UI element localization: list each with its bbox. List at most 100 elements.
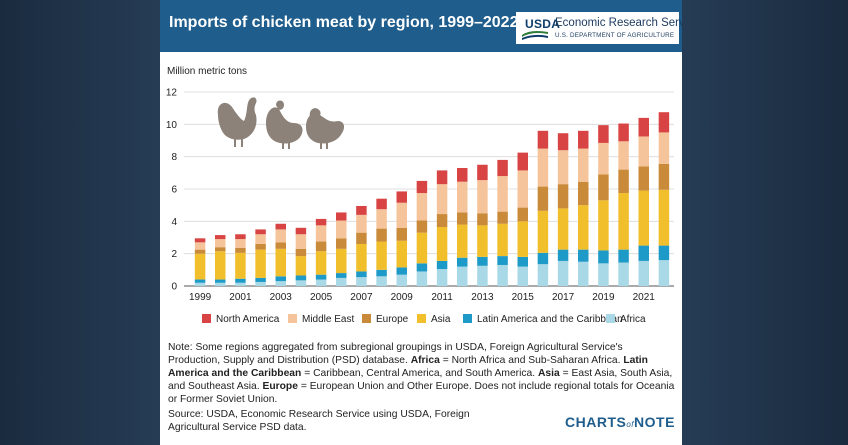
bar-segment bbox=[396, 191, 407, 203]
bar-segment bbox=[658, 260, 670, 286]
legend-swatch bbox=[606, 314, 615, 323]
bar-segment bbox=[457, 181, 468, 213]
bar-segment bbox=[295, 227, 307, 235]
bar-segment bbox=[517, 221, 528, 257]
stacked-bar-chart: 0 2 4 6 8 10 12 1999 2001 2003 2005 2007 2009 2011 201… bbox=[166, 88, 674, 325]
x-tick-label: 1999 bbox=[189, 292, 212, 303]
y-tick-label: 12 bbox=[166, 88, 178, 99]
bar-segment bbox=[578, 261, 589, 286]
bar-segment bbox=[497, 256, 508, 265]
bar-segment bbox=[396, 227, 407, 241]
bar-segment bbox=[436, 269, 448, 286]
bar-segment bbox=[235, 248, 246, 253]
bar-segment bbox=[638, 190, 649, 246]
bar-segment bbox=[275, 229, 286, 243]
usda-hills-icon bbox=[522, 31, 548, 40]
bar-segment bbox=[497, 264, 508, 286]
bar-segment bbox=[235, 252, 246, 279]
x-tick-label: 2007 bbox=[350, 292, 373, 303]
bar-segment bbox=[517, 266, 528, 286]
bar-segment bbox=[618, 193, 629, 250]
legend-swatch bbox=[288, 314, 297, 323]
x-tick-label: 2005 bbox=[310, 292, 333, 303]
bar-segment bbox=[537, 252, 549, 265]
bar-segment bbox=[396, 267, 407, 275]
bar-segment bbox=[194, 242, 206, 250]
bar-segment bbox=[638, 245, 649, 261]
bar-segment bbox=[638, 166, 649, 191]
bar-segment bbox=[356, 214, 367, 233]
bar-segment bbox=[638, 136, 649, 167]
legend-label: North America bbox=[216, 314, 280, 325]
legend-label: Africa bbox=[620, 314, 646, 325]
bar-segment bbox=[315, 218, 327, 226]
bar-segment bbox=[618, 123, 629, 142]
legend-swatch bbox=[463, 314, 472, 323]
bar-segment bbox=[194, 238, 206, 243]
bar-segment bbox=[618, 169, 629, 194]
bar-segment bbox=[457, 212, 468, 225]
chart-title: Imports of chicken meat by region, 1999–… bbox=[169, 14, 519, 31]
y-axis-label: Million metric tons bbox=[167, 66, 248, 77]
bar-segment bbox=[457, 167, 468, 182]
bar-segment bbox=[638, 260, 649, 286]
bar-segment bbox=[416, 232, 428, 264]
bar-segment bbox=[396, 274, 407, 286]
x-tick-label: 2001 bbox=[229, 292, 252, 303]
bar-segment bbox=[336, 277, 347, 286]
bar-segment bbox=[537, 130, 549, 149]
bar-segment bbox=[557, 133, 569, 151]
bar-segment bbox=[235, 239, 246, 249]
bar-segment bbox=[336, 220, 347, 239]
x-tick-label: 2009 bbox=[391, 292, 414, 303]
chart-note: Note: Some regions aggregated from subre… bbox=[168, 342, 675, 405]
bar-segment bbox=[356, 232, 367, 244]
x-tick-label: 2019 bbox=[592, 292, 615, 303]
bar-segment bbox=[396, 240, 407, 268]
bar-segment bbox=[416, 263, 428, 272]
bar-segment bbox=[275, 242, 286, 249]
chart-card: Imports of chicken meat by region, 1999–… bbox=[160, 0, 682, 445]
x-tick-label: 2017 bbox=[552, 292, 575, 303]
bar-segment bbox=[315, 279, 327, 286]
bar-segment bbox=[598, 142, 609, 175]
bar-segment bbox=[537, 264, 549, 286]
bar-segment bbox=[416, 193, 428, 221]
y-tick-label: 6 bbox=[171, 185, 177, 196]
bar-segment bbox=[477, 164, 488, 181]
bar-segment bbox=[557, 150, 569, 185]
legend-label: Europe bbox=[376, 314, 409, 325]
bar-segment bbox=[215, 247, 226, 252]
bar-segment bbox=[356, 277, 367, 286]
bar-segment bbox=[376, 241, 387, 270]
bar-segment bbox=[396, 202, 407, 228]
bar-segment bbox=[376, 269, 387, 277]
bar-segment bbox=[578, 148, 589, 182]
bar-segment bbox=[275, 276, 286, 282]
bar-segment bbox=[598, 174, 609, 201]
bar-segment bbox=[295, 280, 307, 286]
y-tick-label: 4 bbox=[171, 217, 177, 228]
bar-segment bbox=[194, 279, 206, 283]
bar-segment bbox=[315, 274, 327, 280]
bar-segment bbox=[557, 208, 569, 250]
department-name: U.S. DEPARTMENT OF AGRICULTURE bbox=[555, 32, 675, 39]
bar-segment bbox=[618, 249, 629, 263]
bar-segment bbox=[497, 176, 508, 212]
bar-segment bbox=[376, 276, 387, 286]
bar-segment bbox=[416, 271, 428, 286]
bar-segment bbox=[477, 213, 488, 226]
bar-segment bbox=[295, 275, 307, 281]
x-tick-label: 2011 bbox=[431, 292, 453, 303]
bar-segment bbox=[658, 245, 670, 261]
bar-segment bbox=[537, 210, 549, 253]
bar-segment bbox=[436, 226, 448, 261]
bar-segment bbox=[537, 186, 549, 211]
bar-segment bbox=[457, 257, 468, 267]
usda-ers-logo: USDA Economic Research Service U.S. DEPA… bbox=[516, 12, 682, 44]
bar-segment bbox=[578, 249, 589, 262]
bar-segment bbox=[255, 249, 266, 278]
bar-segment bbox=[255, 229, 266, 235]
bar-segment bbox=[658, 163, 670, 190]
bar-segment bbox=[215, 235, 226, 240]
